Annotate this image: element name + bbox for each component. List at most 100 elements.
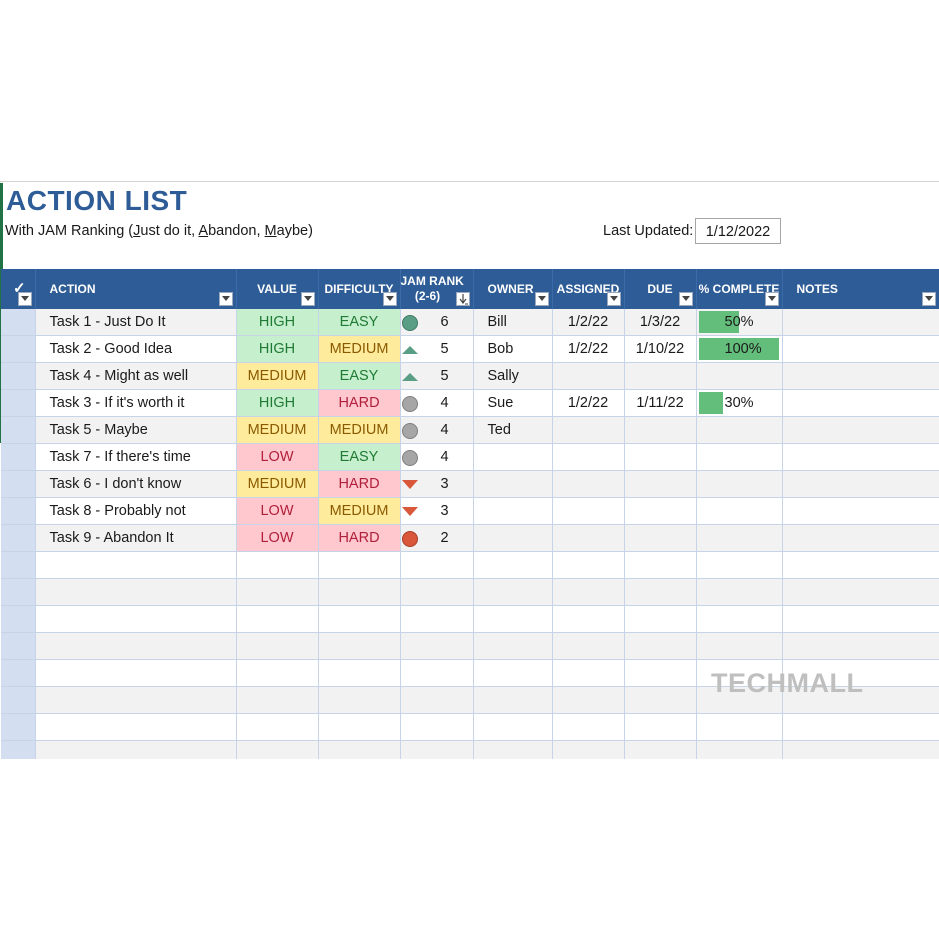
cell-difficulty[interactable]: [318, 632, 401, 660]
cell-assigned[interactable]: [552, 578, 625, 606]
cell-action[interactable]: [35, 686, 237, 714]
cell-due[interactable]: [624, 443, 697, 471]
cell-check[interactable]: [1, 335, 36, 363]
cell-complete[interactable]: 100%: [696, 335, 783, 363]
cell-action[interactable]: Task 8 - Probably not: [35, 497, 237, 525]
cell-jam[interactable]: 3: [400, 470, 474, 498]
cell-complete[interactable]: [696, 605, 783, 633]
cell-check[interactable]: [1, 713, 36, 741]
cell-jam[interactable]: [400, 551, 474, 579]
column-header-difficulty[interactable]: DIFFICULTY: [318, 269, 401, 309]
cell-owner[interactable]: Bob: [473, 335, 553, 363]
cell-assigned[interactable]: [552, 551, 625, 579]
cell-owner[interactable]: [473, 443, 553, 471]
filter-dropdown-icon[interactable]: [678, 292, 693, 306]
cell-check[interactable]: [1, 740, 36, 759]
cell-value[interactable]: HIGH: [236, 389, 319, 417]
cell-jam[interactable]: [400, 686, 474, 714]
cell-check[interactable]: [1, 443, 36, 471]
cell-action[interactable]: [35, 659, 237, 687]
cell-action[interactable]: [35, 632, 237, 660]
cell-value[interactable]: [236, 659, 319, 687]
cell-notes[interactable]: [782, 389, 939, 417]
cell-value[interactable]: [236, 686, 319, 714]
cell-due[interactable]: [624, 362, 697, 390]
cell-notes[interactable]: [782, 362, 939, 390]
cell-difficulty[interactable]: HARD: [318, 389, 401, 417]
cell-owner[interactable]: [473, 686, 553, 714]
cell-owner[interactable]: Sue: [473, 389, 553, 417]
cell-complete[interactable]: [696, 686, 783, 714]
column-header-complete[interactable]: % COMPLETE: [696, 269, 783, 309]
cell-value[interactable]: LOW: [236, 497, 319, 525]
cell-jam[interactable]: 4: [400, 389, 474, 417]
cell-assigned[interactable]: [552, 470, 625, 498]
cell-owner[interactable]: [473, 605, 553, 633]
cell-assigned[interactable]: [552, 416, 625, 444]
cell-owner[interactable]: [473, 659, 553, 687]
cell-jam[interactable]: [400, 740, 474, 759]
column-header-notes[interactable]: NOTES: [782, 269, 939, 309]
column-header-check[interactable]: ✓: [1, 269, 36, 309]
cell-difficulty[interactable]: HARD: [318, 470, 401, 498]
cell-value[interactable]: [236, 632, 319, 660]
cell-complete[interactable]: [696, 443, 783, 471]
cell-assigned[interactable]: [552, 497, 625, 525]
cell-due[interactable]: [624, 659, 697, 687]
cell-notes[interactable]: [782, 740, 939, 759]
cell-difficulty[interactable]: [318, 686, 401, 714]
cell-due[interactable]: [624, 551, 697, 579]
cell-difficulty[interactable]: EASY: [318, 443, 401, 471]
cell-owner[interactable]: [473, 578, 553, 606]
cell-value[interactable]: [236, 578, 319, 606]
cell-check[interactable]: [1, 578, 36, 606]
cell-notes[interactable]: [782, 632, 939, 660]
cell-notes[interactable]: [782, 659, 939, 687]
cell-check[interactable]: [1, 632, 36, 660]
cell-assigned[interactable]: 1/2/22: [552, 335, 625, 363]
cell-difficulty[interactable]: EASY: [318, 362, 401, 390]
cell-notes[interactable]: [782, 686, 939, 714]
cell-jam[interactable]: [400, 713, 474, 741]
cell-owner[interactable]: [473, 470, 553, 498]
cell-complete[interactable]: [696, 497, 783, 525]
cell-action[interactable]: [35, 713, 237, 741]
cell-notes[interactable]: [782, 309, 939, 336]
cell-notes[interactable]: [782, 605, 939, 633]
cell-assigned[interactable]: [552, 659, 625, 687]
cell-due[interactable]: 1/11/22: [624, 389, 697, 417]
cell-value[interactable]: [236, 740, 319, 759]
cell-action[interactable]: [35, 605, 237, 633]
cell-notes[interactable]: [782, 713, 939, 741]
cell-assigned[interactable]: [552, 605, 625, 633]
cell-assigned[interactable]: [552, 686, 625, 714]
cell-due[interactable]: [624, 497, 697, 525]
cell-value[interactable]: HIGH: [236, 335, 319, 363]
cell-check[interactable]: [1, 551, 36, 579]
cell-assigned[interactable]: [552, 524, 625, 552]
cell-value[interactable]: MEDIUM: [236, 470, 319, 498]
cell-jam[interactable]: [400, 605, 474, 633]
cell-action[interactable]: [35, 740, 237, 759]
cell-notes[interactable]: [782, 524, 939, 552]
cell-complete[interactable]: [696, 632, 783, 660]
cell-jam[interactable]: 4: [400, 416, 474, 444]
cell-assigned[interactable]: [552, 632, 625, 660]
filter-dropdown-icon[interactable]: [764, 292, 779, 306]
cell-action[interactable]: Task 4 - Might as well: [35, 362, 237, 390]
cell-jam[interactable]: 5: [400, 362, 474, 390]
cell-complete[interactable]: [696, 416, 783, 444]
cell-notes[interactable]: [782, 443, 939, 471]
sort-filter-icon[interactable]: [455, 292, 470, 306]
cell-complete[interactable]: [696, 362, 783, 390]
cell-owner[interactable]: [473, 524, 553, 552]
cell-complete[interactable]: [696, 578, 783, 606]
column-header-owner[interactable]: OWNER: [473, 269, 553, 309]
cell-check[interactable]: [1, 605, 36, 633]
cell-due[interactable]: [624, 740, 697, 759]
cell-notes[interactable]: [782, 578, 939, 606]
filter-dropdown-icon[interactable]: [17, 292, 32, 306]
cell-difficulty[interactable]: [318, 659, 401, 687]
cell-value[interactable]: HIGH: [236, 309, 319, 336]
cell-action[interactable]: Task 5 - Maybe: [35, 416, 237, 444]
